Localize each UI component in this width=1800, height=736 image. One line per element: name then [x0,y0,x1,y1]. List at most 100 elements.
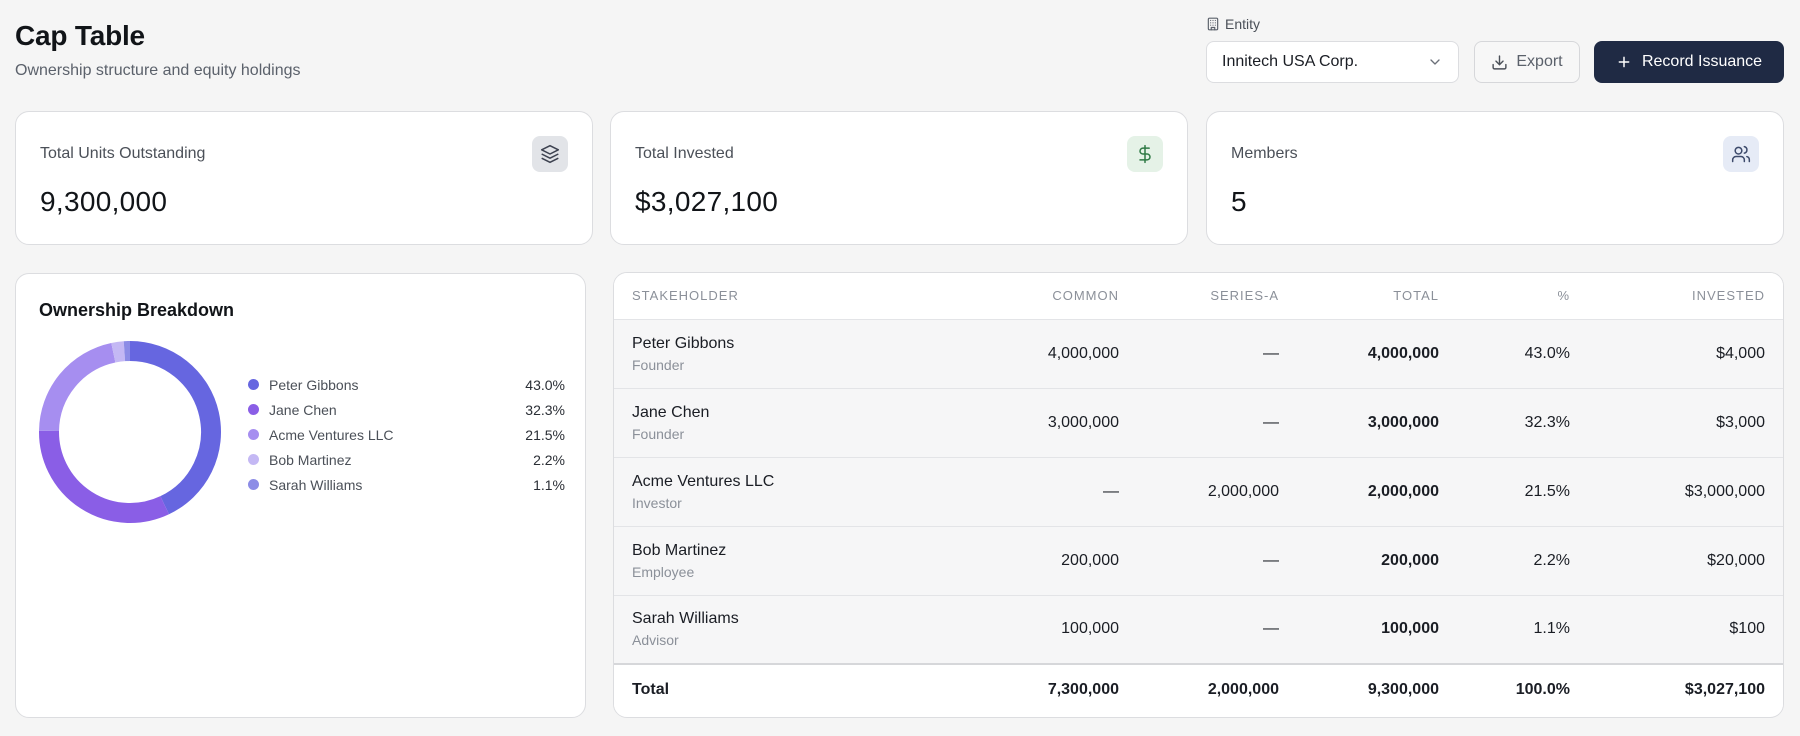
series-a-cell: — [1137,319,1297,389]
legend-dot [248,479,259,490]
stakeholder-name: Jane Chen [632,403,710,421]
entity-selected-value: Innitech USA Corp. [1222,53,1359,70]
series-a-cell: 2,000,000 [1137,457,1297,527]
stat-card-total-units: Total Units Outstanding 9,300,000 [15,111,593,245]
total-label: Total [614,663,974,715]
stakeholder-role: Advisor [632,632,679,649]
stakeholder-cell: Peter Gibbons Founder [614,319,974,389]
column-header-series-a[interactable]: SERIES-A [1137,273,1297,320]
legend-dot [248,404,259,415]
column-header-total[interactable]: TOTAL [1297,273,1457,320]
table-total-row: Total 7,300,000 2,000,000 9,300,000 100.… [614,663,1783,715]
cap-table-card: STAKEHOLDER COMMON SERIES-A TOTAL % INVE… [613,272,1784,718]
entity-label-text: Entity [1225,16,1261,32]
legend-name: Peter Gibbons [269,376,359,393]
stat-card-total-invested: Total Invested $3,027,100 [610,111,1188,245]
breakdown-title: Ownership Breakdown [39,300,235,320]
total-cell: 2,000,000 [1297,457,1457,527]
stakeholder-cell: Bob Martinez Employee [614,526,974,596]
column-header-stakeholder[interactable]: STAKEHOLDER [614,273,974,320]
donut-slice-bob-martinez [111,341,126,363]
users-icon [1723,136,1759,172]
stakeholder-name: Sarah Williams [632,610,739,628]
column-header-invested[interactable]: INVESTED [1588,273,1783,320]
ownership-legend: Peter Gibbons 43.0% Jane Chen 32.3% Acme… [248,372,565,497]
record-issuance-button[interactable]: Record Issuance [1594,41,1784,83]
series-a-cell: — [1137,526,1297,596]
invested-cell: $20,000 [1588,526,1783,596]
download-icon [1491,54,1508,71]
invested-cell: $3,000 [1588,388,1783,458]
stat-label: Members [1231,145,1298,162]
stat-card-members: Members 5 [1206,111,1784,245]
series-a-cell: — [1137,388,1297,458]
ownership-donut-chart [39,341,221,523]
total-invested: $3,027,100 [1588,663,1783,715]
invested-cell: $100 [1588,595,1783,665]
common-cell: — [974,457,1137,527]
legend-pct: 2.2% [533,451,565,468]
legend-name: Sarah Williams [269,476,363,493]
page-title: Cap Table [15,20,145,51]
stakeholder-name: Peter Gibbons [632,334,735,352]
donut-slice-acme-ventures-llc [39,342,116,432]
column-header-common[interactable]: COMMON [974,273,1137,320]
ownership-breakdown-card: Ownership Breakdown Peter Gibbons 43.0% … [15,273,586,718]
table-row[interactable]: Bob Martinez Employee 200,000 — 200,000 … [614,526,1783,596]
total-cell: 200,000 [1297,526,1457,596]
legend-name: Jane Chen [269,401,337,418]
column-header-percent[interactable]: % [1457,273,1588,320]
stakeholder-cell: Acme Ventures LLC Investor [614,457,974,527]
total-total: 9,300,000 [1297,663,1457,715]
export-button[interactable]: Export [1474,41,1580,83]
legend-pct: 1.1% [533,476,565,493]
legend-item: Peter Gibbons 43.0% [248,372,565,397]
legend-item: Jane Chen 32.3% [248,397,565,422]
donut-slice-peter-gibbons [129,341,221,515]
percent-cell: 2.2% [1457,526,1588,596]
entity-label: Entity [1206,16,1260,32]
legend-name: Bob Martinez [269,451,352,468]
cap-table: STAKEHOLDER COMMON SERIES-A TOTAL % INVE… [614,273,1783,715]
legend-item: Bob Martinez 2.2% [248,447,565,472]
stakeholder-role: Employee [632,563,695,580]
export-label: Export [1516,53,1563,70]
percent-cell: 1.1% [1457,595,1588,665]
dollar-icon [1127,136,1163,172]
stat-value: 5 [1231,186,1247,217]
stakeholder-role: Founder [632,425,685,442]
total-cell: 100,000 [1297,595,1457,665]
entity-select[interactable]: Innitech USA Corp. [1206,41,1459,83]
total-cell: 3,000,000 [1297,388,1457,458]
percent-cell: 43.0% [1457,319,1588,389]
legend-pct: 21.5% [525,426,565,443]
legend-pct: 43.0% [525,376,565,393]
stakeholder-role: Investor [632,494,682,511]
table-header-row: STAKEHOLDER COMMON SERIES-A TOTAL % INVE… [614,273,1783,320]
layers-icon [532,136,568,172]
plus-icon [1616,54,1632,70]
total-cell: 4,000,000 [1297,319,1457,389]
total-series-a: 2,000,000 [1137,663,1297,715]
invested-cell: $3,000,000 [1588,457,1783,527]
page-header: Cap Table Ownership structure and equity… [15,20,301,80]
table-row[interactable]: Acme Ventures LLC Investor — 2,000,000 2… [614,457,1783,527]
legend-dot [248,429,259,440]
total-percent: 100.0% [1457,663,1588,715]
stakeholder-name: Acme Ventures LLC [632,472,775,490]
common-cell: 100,000 [974,595,1137,665]
legend-name: Acme Ventures LLC [269,426,394,443]
table-row[interactable]: Sarah Williams Advisor 100,000 — 100,000… [614,595,1783,665]
legend-dot [248,454,259,465]
chevron-down-icon [1427,54,1443,70]
common-cell: 4,000,000 [974,319,1137,389]
invested-cell: $4,000 [1588,319,1783,389]
common-cell: 3,000,000 [974,388,1137,458]
stakeholder-name: Bob Martinez [632,541,727,559]
table-row[interactable]: Peter Gibbons Founder 4,000,000 — 4,000,… [614,319,1783,389]
common-cell: 200,000 [974,526,1137,596]
stat-label: Total Units Outstanding [40,145,206,162]
percent-cell: 21.5% [1457,457,1588,527]
building-icon [1206,17,1220,31]
table-row[interactable]: Jane Chen Founder 3,000,000 — 3,000,000 … [614,388,1783,458]
